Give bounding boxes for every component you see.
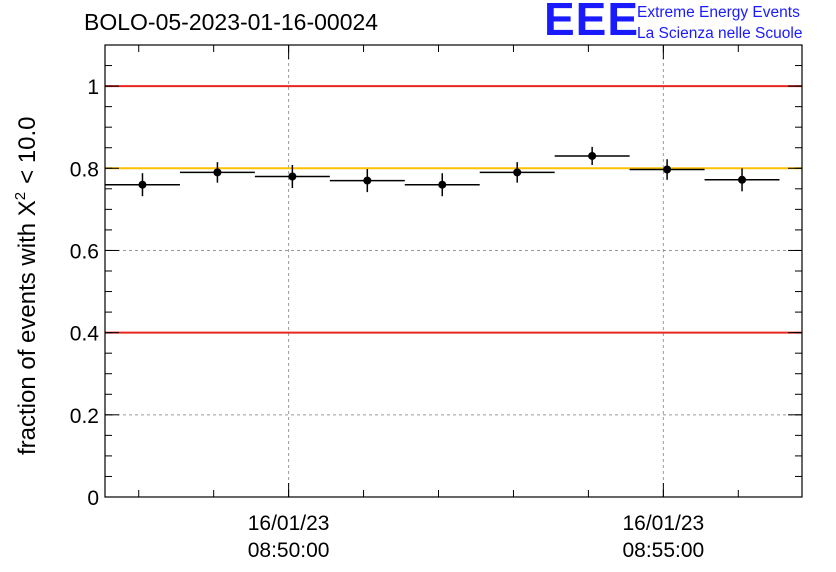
- data-point: [588, 151, 597, 160]
- logo-line-2: La Scienza nelle Scuole: [637, 25, 803, 42]
- y-tick-label: 1: [87, 76, 99, 99]
- x-tick-time: 08:55:00: [622, 539, 704, 562]
- x-tick-time: 08:50:00: [248, 539, 330, 562]
- data-point: [363, 176, 372, 185]
- data-point: [513, 168, 522, 177]
- y-tick-label: 0.2: [70, 405, 99, 428]
- x-tick-date: 16/01/23: [248, 512, 330, 535]
- plot-frame: [104, 44, 803, 498]
- y-tick-label: 0.6: [70, 240, 99, 263]
- eee-logo: EEE: [544, 0, 640, 45]
- reference-lines: [105, 85, 802, 334]
- data-point: [438, 180, 447, 189]
- y-axis-label-sup: 2: [12, 192, 29, 200]
- y-axis-label-main: fraction of events with X: [14, 200, 41, 455]
- chart-title: BOLO-05-2023-01-16-00024: [84, 9, 379, 35]
- y-ticks: 0 0.2 0.4 0.6 0.8 1: [70, 44, 802, 510]
- data-point: [138, 180, 147, 189]
- y-tick-label: 0.8: [70, 158, 99, 181]
- x-ticks: 16/01/23 08:50:00 16/01/23 08:55:00: [138, 45, 739, 562]
- y-tick-label: 0.4: [70, 323, 100, 346]
- y-axis-label-tail: < 10.0: [14, 116, 41, 183]
- data-point: [663, 165, 672, 174]
- logo-line-1: Extreme Energy Events: [637, 4, 800, 21]
- grid-lines: [105, 45, 802, 497]
- y-tick-label: 0: [87, 487, 99, 510]
- y-axis-label: fraction of events with X2 < 10.0: [12, 116, 41, 455]
- data-point: [288, 172, 297, 181]
- data-point: [213, 168, 222, 177]
- x-tick-date: 16/01/23: [622, 512, 704, 535]
- data-point: [738, 175, 747, 184]
- data-points: [105, 146, 780, 197]
